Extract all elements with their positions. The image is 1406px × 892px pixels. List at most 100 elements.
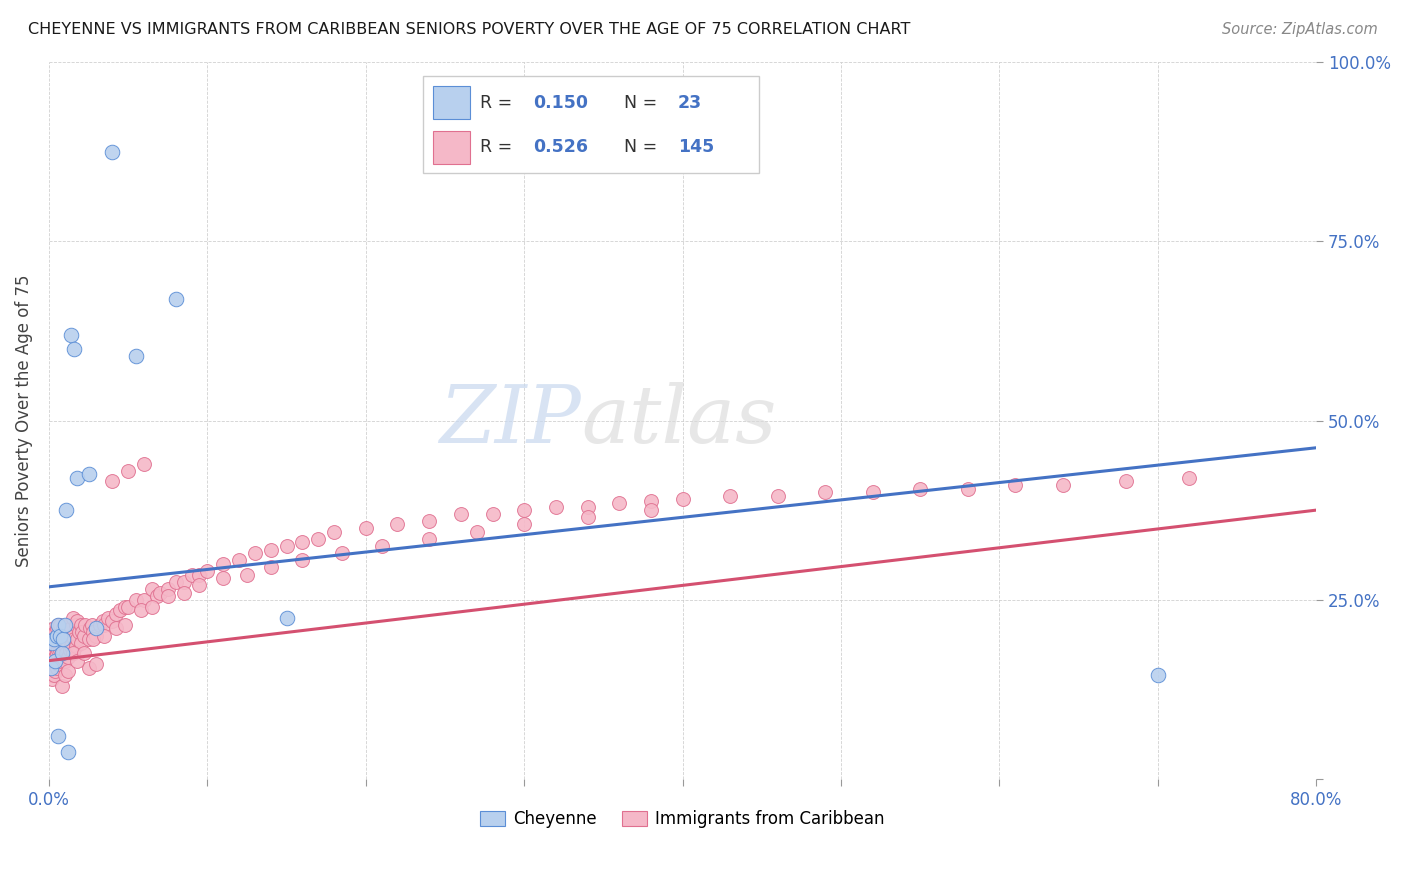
Y-axis label: Seniors Poverty Over the Age of 75: Seniors Poverty Over the Age of 75 [15,274,32,566]
Point [66,614,89,628]
Point [195,564,218,578]
Point [576,510,599,524]
Point [513,517,536,532]
Point [307,532,329,546]
Point [114,599,136,614]
Point [77,632,100,647]
Point [236,567,259,582]
Point [66,654,89,668]
Point [607,496,630,510]
Point [180,567,202,582]
Point [156,582,179,596]
Point [718,489,741,503]
Point [77,661,100,675]
Point [48,657,70,672]
Point [73,629,96,643]
Point [52,632,75,647]
Point [156,589,179,603]
Point [450,507,472,521]
Point [91,614,114,628]
Point [41,650,63,665]
Point [354,521,377,535]
Point [101,475,124,489]
Point [77,467,100,482]
Legend: Cheyenne, Immigrants from Caribbean: Cheyenne, Immigrants from Caribbean [474,804,891,835]
Point [640,503,662,517]
Point [86,621,108,635]
Point [51,679,73,693]
Point [51,640,73,654]
Point [93,629,115,643]
Point [70,624,93,639]
Point [42,632,65,647]
Point [276,539,298,553]
Text: atlas: atlas [581,382,776,459]
Point [165,292,187,306]
Point [114,617,136,632]
Point [67,624,90,639]
Point [243,546,266,560]
Point [41,672,63,686]
Point [51,624,73,639]
Point [212,571,235,585]
Point [1115,475,1137,489]
Point [141,599,163,614]
Point [51,650,73,665]
Point [260,542,283,557]
Point [51,647,73,661]
Point [39,654,62,668]
Point [228,553,250,567]
Point [671,492,693,507]
Text: Source: ZipAtlas.com: Source: ZipAtlas.com [1222,22,1378,37]
Point [63,632,86,647]
Point [58,629,80,643]
Point [173,574,195,589]
Point [79,621,101,635]
Point [101,145,124,159]
Point [132,592,155,607]
Point [125,592,148,607]
Point [45,636,67,650]
Point [53,654,76,668]
Point [1004,478,1026,492]
Point [42,621,65,635]
Point [141,582,163,596]
Point [60,640,83,654]
Point [48,632,70,647]
Point [56,650,79,665]
Point [52,621,75,635]
Point [44,654,66,668]
Point [212,557,235,571]
Point [55,503,77,517]
Point [544,500,567,514]
Point [80,617,103,632]
Point [52,632,75,647]
Point [56,745,79,759]
Point [49,617,72,632]
Point [65,617,87,632]
Point [82,632,104,647]
Point [48,729,70,743]
Point [481,507,503,521]
Point [65,640,87,654]
Text: ZIP: ZIP [440,382,581,459]
Point [52,647,75,661]
Point [908,482,931,496]
Point [66,632,89,647]
Point [48,643,70,657]
Point [49,643,72,657]
Point [323,524,346,539]
Point [97,610,120,624]
Point [330,546,353,560]
Point [58,643,80,657]
Point [45,621,67,635]
Point [44,665,66,679]
Point [39,668,62,682]
Point [173,585,195,599]
Point [69,617,91,632]
Point [48,617,70,632]
Point [75,617,97,632]
Point [49,629,72,643]
Point [45,647,67,661]
Point [1146,668,1168,682]
